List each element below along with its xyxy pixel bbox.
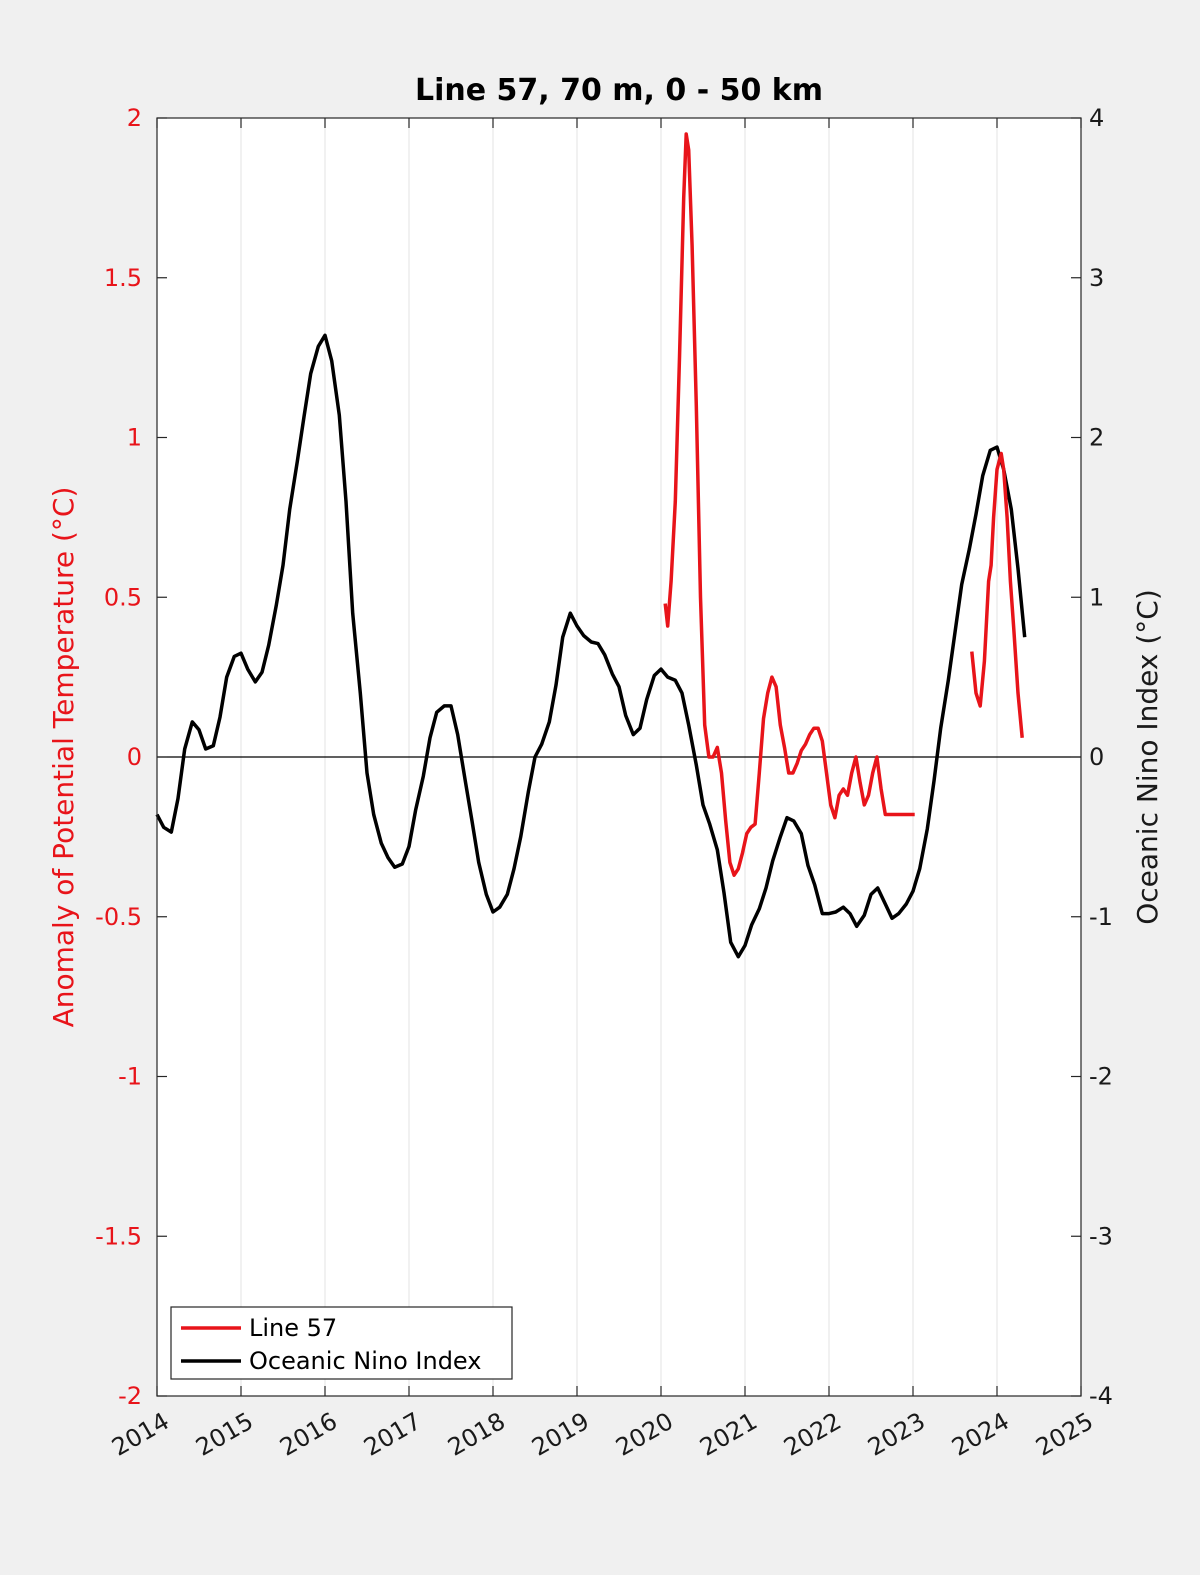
x-tick-label: 2022	[779, 1407, 846, 1462]
series-line-oceanic-nino-index	[155, 333, 1027, 959]
x-tick-label: 2015	[191, 1407, 258, 1462]
series-line-line57-segment-2	[970, 451, 1024, 738]
legend-box	[170, 1306, 513, 1380]
y-right-tick-label: 3	[1089, 264, 1104, 292]
y-right-tick-label: 2	[1089, 424, 1104, 452]
y-right-tick-label: -3	[1089, 1222, 1113, 1250]
series-layer	[155, 132, 1027, 959]
x-tick-label: 2018	[443, 1407, 510, 1462]
x-tick-label: 2024	[947, 1407, 1014, 1462]
legend-label-line57: Line 57	[249, 1314, 337, 1342]
legend-label-oni: Oceanic Nino Index	[249, 1347, 481, 1375]
x-tick-label: 2014	[107, 1407, 174, 1462]
y-right-tick-label: -1	[1089, 903, 1113, 931]
y-left-tick-label: 0	[127, 743, 142, 771]
x-tick-label: 2025	[1031, 1407, 1098, 1462]
y-right-tick-label: -4	[1089, 1382, 1113, 1410]
y-right-tick-label: 4	[1089, 104, 1104, 132]
x-tick-label: 2020	[611, 1407, 678, 1462]
y-axis-right-label: Oceanic Nino Index (°C)	[1131, 589, 1164, 925]
y-left-tick-label: -1.5	[95, 1222, 142, 1250]
y-left-tick-label: 1.5	[104, 264, 142, 292]
y-left-tick-label: -0.5	[95, 903, 142, 931]
y-left-tick-label: 1	[127, 424, 142, 452]
y-right-tick-label: -2	[1089, 1063, 1113, 1091]
y-right-tick-label: 0	[1089, 743, 1104, 771]
x-tick-label: 2023	[863, 1407, 930, 1462]
x-tick-label: 2021	[695, 1407, 762, 1462]
y-left-tick-label: 0.5	[104, 583, 142, 611]
x-tick-label: 2019	[527, 1407, 594, 1462]
x-tick-label: 2016	[275, 1407, 342, 1462]
legend: Line 57 Oceanic Nino Index	[170, 1306, 513, 1380]
chart-title: Line 57, 70 m, 0 - 50 km	[415, 73, 823, 108]
y-left-tick-label: -1	[118, 1063, 142, 1091]
series-line-line57-segment-1	[663, 132, 915, 877]
x-tick-label: 2017	[359, 1407, 426, 1462]
y-axis-left-label: Anomaly of Potential Temperature (°C)	[47, 487, 80, 1028]
y-left-tick-label: 2	[127, 104, 142, 132]
y-left-tick-label: -2	[118, 1382, 142, 1410]
y-right-tick-label: 1	[1089, 583, 1104, 611]
